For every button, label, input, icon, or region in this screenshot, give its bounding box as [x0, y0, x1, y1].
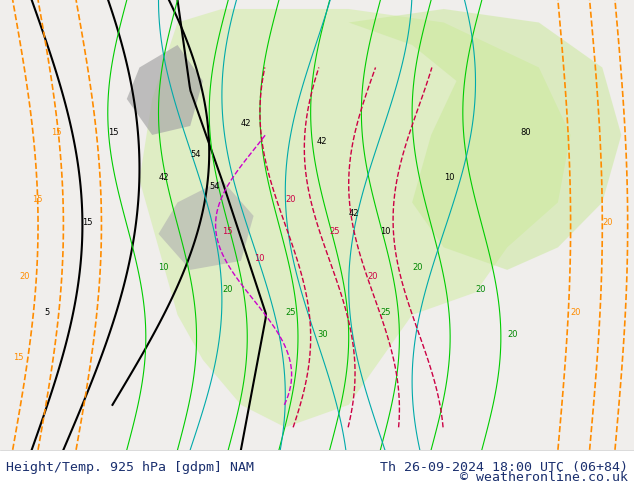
Text: 10: 10 — [254, 254, 264, 263]
Text: 10: 10 — [380, 227, 391, 236]
Text: 30: 30 — [317, 330, 328, 340]
Polygon shape — [158, 180, 254, 270]
Text: 10: 10 — [444, 173, 455, 182]
Text: Height/Temp. 925 hPa [gdpm] NAM: Height/Temp. 925 hPa [gdpm] NAM — [6, 461, 254, 474]
Text: 15: 15 — [51, 128, 61, 137]
Polygon shape — [139, 9, 571, 427]
Text: 42: 42 — [349, 209, 359, 218]
Text: 42: 42 — [158, 173, 169, 182]
Text: 25: 25 — [285, 308, 296, 317]
Text: 80: 80 — [520, 128, 531, 137]
Polygon shape — [127, 45, 203, 135]
Text: 15: 15 — [13, 353, 23, 362]
Text: 20: 20 — [571, 308, 581, 317]
Text: 54: 54 — [190, 150, 201, 159]
Text: 20: 20 — [507, 330, 518, 340]
Text: 10: 10 — [158, 263, 169, 272]
Text: 15: 15 — [82, 218, 93, 227]
Text: 5: 5 — [44, 308, 49, 317]
Text: 20: 20 — [412, 263, 423, 272]
Text: 54: 54 — [209, 182, 220, 191]
Text: 25: 25 — [380, 308, 391, 317]
Text: © weatheronline.co.uk: © weatheronline.co.uk — [460, 471, 628, 484]
Text: 15: 15 — [32, 196, 42, 204]
Polygon shape — [349, 9, 621, 270]
Text: 25: 25 — [330, 227, 340, 236]
Text: 42: 42 — [317, 137, 328, 146]
Text: 20: 20 — [285, 196, 296, 204]
Text: 42: 42 — [241, 119, 252, 128]
Text: 15: 15 — [108, 128, 119, 137]
Text: 20: 20 — [368, 272, 378, 281]
Text: 20: 20 — [602, 218, 613, 227]
Text: Th 26-09-2024 18:00 UTC (06+84): Th 26-09-2024 18:00 UTC (06+84) — [380, 461, 628, 474]
Text: 15: 15 — [222, 227, 233, 236]
Text: 20: 20 — [476, 285, 486, 294]
Text: 20: 20 — [222, 285, 233, 294]
Text: 20: 20 — [19, 272, 30, 281]
